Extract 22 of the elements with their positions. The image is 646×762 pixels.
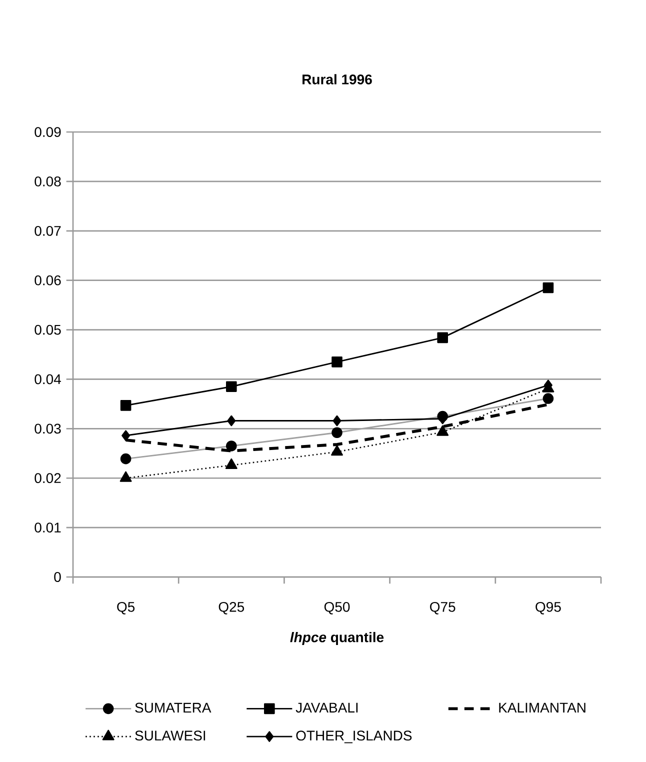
y-tick-label: 0.04: [34, 374, 61, 384]
y-tick-label: 0.07: [34, 226, 61, 236]
chart-title: Rural 1996: [302, 74, 372, 84]
x-tick-label: Q95: [536, 602, 561, 614]
x-tick-label: Q50: [324, 602, 350, 614]
x-axis-title: lhpce quantile: [290, 632, 384, 646]
y-tick-label: 0.08: [34, 176, 61, 186]
x-tick-label: Q25: [218, 602, 244, 614]
y-tick-label: 0: [54, 572, 61, 582]
legend-label: SUMATERA: [135, 702, 212, 713]
legend-label: JAVABALI: [296, 702, 358, 713]
y-tick-label: 0.01: [34, 522, 61, 533]
legend-label: KALIMANTAN: [499, 702, 586, 712]
y-tick-label: 0.06: [34, 275, 61, 286]
y-tick-label: 0.03: [34, 424, 61, 434]
x-tick-label: Q75: [430, 602, 456, 614]
legend-label: SULAWESI: [135, 730, 206, 741]
y-tick-label: 0.02: [34, 473, 61, 484]
y-tick-label: 0.05: [34, 324, 61, 335]
legend-label: OTHER_ISLANDS: [296, 730, 412, 744]
x-tick-label: Q5: [117, 602, 135, 614]
y-tick-label: 0.09: [34, 127, 61, 137]
